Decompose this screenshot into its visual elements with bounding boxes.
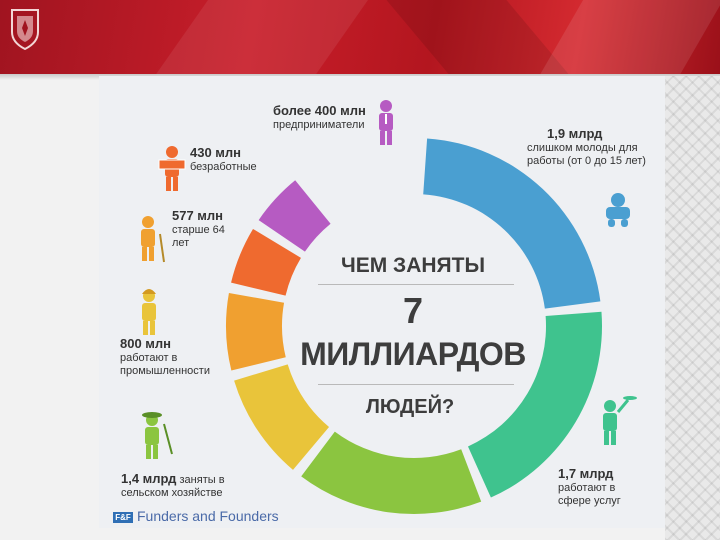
title-divider-bottom <box>318 384 514 385</box>
worker-icon <box>142 289 156 335</box>
donut-slice-services <box>467 311 602 498</box>
label-value: 1,4 млрд <box>121 471 177 486</box>
donut-slice-entrepreneurs <box>258 180 331 252</box>
label-services: 1,7 млрд работают в сфере услуг <box>558 466 630 507</box>
chart-title-line2: МИЛЛИАРДОВ <box>300 336 526 372</box>
businessman-icon <box>379 100 393 145</box>
label-industry: 800 млн работают в промышленности <box>120 336 220 377</box>
elderly-icon <box>141 216 165 263</box>
label-desc: работают в сфере услуг <box>558 481 621 507</box>
label-value: 1,7 млрд <box>558 466 614 481</box>
label-agriculture: 1,4 млрд заняты в сельском хозяйстве <box>121 471 251 500</box>
label-desc: безработные <box>190 160 257 173</box>
label-desc: старше 64 лет <box>172 223 225 249</box>
brand-mark: F&F <box>113 512 133 523</box>
unemployed-icon <box>158 146 186 191</box>
label-value: 577 млн <box>172 208 224 223</box>
label-value: 800 млн <box>120 336 172 351</box>
coat-of-arms-icon <box>9 6 41 51</box>
label-value: более 400 млн <box>273 103 366 118</box>
label-desc: предприниматели <box>273 118 365 131</box>
label-desc: слишком молоды для работы (от 0 до 15 ле… <box>527 141 646 167</box>
baby-icon <box>606 193 630 227</box>
donut-slice-elderly <box>226 292 286 371</box>
donut-slice-young <box>423 138 601 309</box>
label-young: 1,9 млрд слишком молоды для работы (от 0… <box>527 126 657 167</box>
chart-title-line3: ЛЮДЕЙ? <box>365 396 455 418</box>
label-value: 1,9 млрд <box>547 126 603 141</box>
donut-slice-unemployed <box>231 228 301 296</box>
chart-title-line1: ЧЕМ ЗАНЯТЫ <box>340 254 486 277</box>
brand-name: Funders and Founders <box>137 508 279 524</box>
label-desc: работают в промышленности <box>120 351 210 377</box>
brand-logo: F&F Funders and Founders <box>113 508 279 524</box>
donut-slice-industry <box>234 364 330 470</box>
decorative-grid <box>665 76 720 540</box>
farmer-icon <box>142 412 173 459</box>
label-entrepreneurs: более 400 млн предприниматели <box>273 103 381 132</box>
waiter-icon <box>603 396 637 445</box>
donut-slice-agriculture <box>301 431 482 514</box>
title-divider-top <box>318 284 514 285</box>
header-banner <box>0 0 720 74</box>
label-elderly: 577 млн старше 64 лет <box>172 208 234 249</box>
chart-title-number: 7 <box>402 290 424 331</box>
label-value: 430 млн <box>190 145 242 160</box>
label-desc: заняты в сельском хозяйстве <box>121 474 225 499</box>
label-unemployed: 430 млн безработные <box>190 145 270 174</box>
